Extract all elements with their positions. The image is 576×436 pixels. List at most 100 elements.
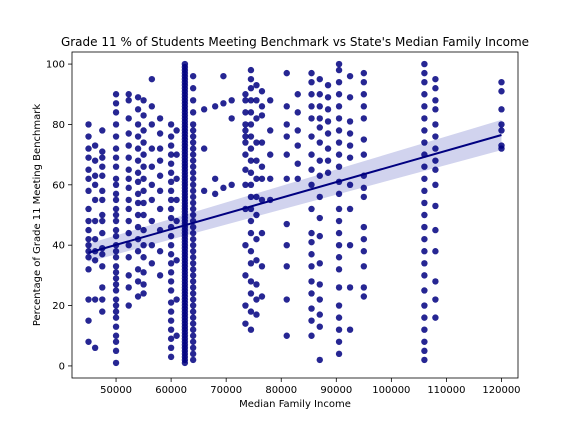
data-point [346,154,354,161]
data-point [267,127,274,134]
data-point [316,115,323,122]
data-point [134,266,142,273]
x-tick-label: 120000 [482,385,520,396]
data-point [112,121,120,128]
data-point [85,338,92,345]
data-point [421,235,428,243]
data-point [189,326,197,333]
data-point [421,211,428,219]
data-point [421,260,428,267]
data-point [189,133,197,140]
data-point [421,60,428,68]
data-point [167,344,175,352]
data-point [112,163,120,170]
x-tick-label: 70000 [210,385,242,396]
data-point [242,166,249,173]
data-point [316,75,323,83]
regression-line [88,134,502,254]
data-point [346,142,354,149]
data-point [498,121,505,128]
data-point [324,94,332,101]
data-point [189,151,197,158]
data-point [167,335,175,342]
data-point [167,287,175,294]
data-point [200,187,208,195]
data-point [99,154,106,161]
data-point [247,181,255,189]
data-point [242,139,249,146]
data-point [167,251,175,258]
data-point [189,85,197,92]
data-point [99,263,106,270]
data-point [134,190,142,198]
data-point [324,169,332,176]
data-point [99,163,106,170]
data-point [308,317,315,324]
data-point [134,248,142,255]
data-point [432,296,439,303]
data-point [189,241,197,249]
data-point [167,178,175,185]
data-point [99,251,106,258]
data-point [140,127,147,134]
data-point [99,148,106,155]
data-point [421,199,428,207]
data-point [125,91,132,98]
data-point [85,296,92,303]
data-point [140,139,147,146]
data-point [112,211,120,219]
data-point [112,296,120,303]
data-point [181,60,189,68]
data-point [189,338,197,345]
data-point [316,311,323,318]
data-point [112,314,120,321]
data-point [189,308,197,315]
data-point [316,91,323,98]
data-point [125,184,132,192]
data-point [140,163,147,170]
data-point [283,121,290,128]
data-point [134,278,142,285]
data-point [432,75,439,83]
data-point [91,344,99,352]
data-point [335,151,343,158]
data-point [421,338,428,345]
data-point [99,172,106,179]
data-point [112,248,120,255]
data-point [308,290,315,297]
data-point [189,199,197,207]
data-point [156,205,164,213]
data-point [134,133,142,140]
data-point [324,82,332,89]
data-point [335,266,343,273]
data-point [125,284,132,291]
data-point [156,115,164,122]
data-point [91,296,99,303]
data-point [173,127,180,134]
data-point [220,184,227,192]
data-point [308,78,315,86]
data-point [173,257,180,264]
data-point [167,121,175,128]
data-point [167,133,175,140]
data-point [421,287,428,294]
data-point [134,169,142,176]
data-point [247,169,255,176]
data-point [189,254,197,261]
data-point [85,145,92,152]
data-point [421,248,428,255]
data-point [360,69,368,77]
data-point [335,190,343,198]
data-point [432,157,439,164]
data-point [85,154,92,161]
data-point [211,103,219,110]
data-point [247,145,255,152]
data-point [242,181,249,189]
data-point [247,229,255,237]
data-point [421,115,428,122]
data-point [253,193,260,201]
data-point [421,175,428,182]
y-tick-label: 60 [52,180,65,191]
data-point [134,145,142,152]
data-point [283,263,290,270]
